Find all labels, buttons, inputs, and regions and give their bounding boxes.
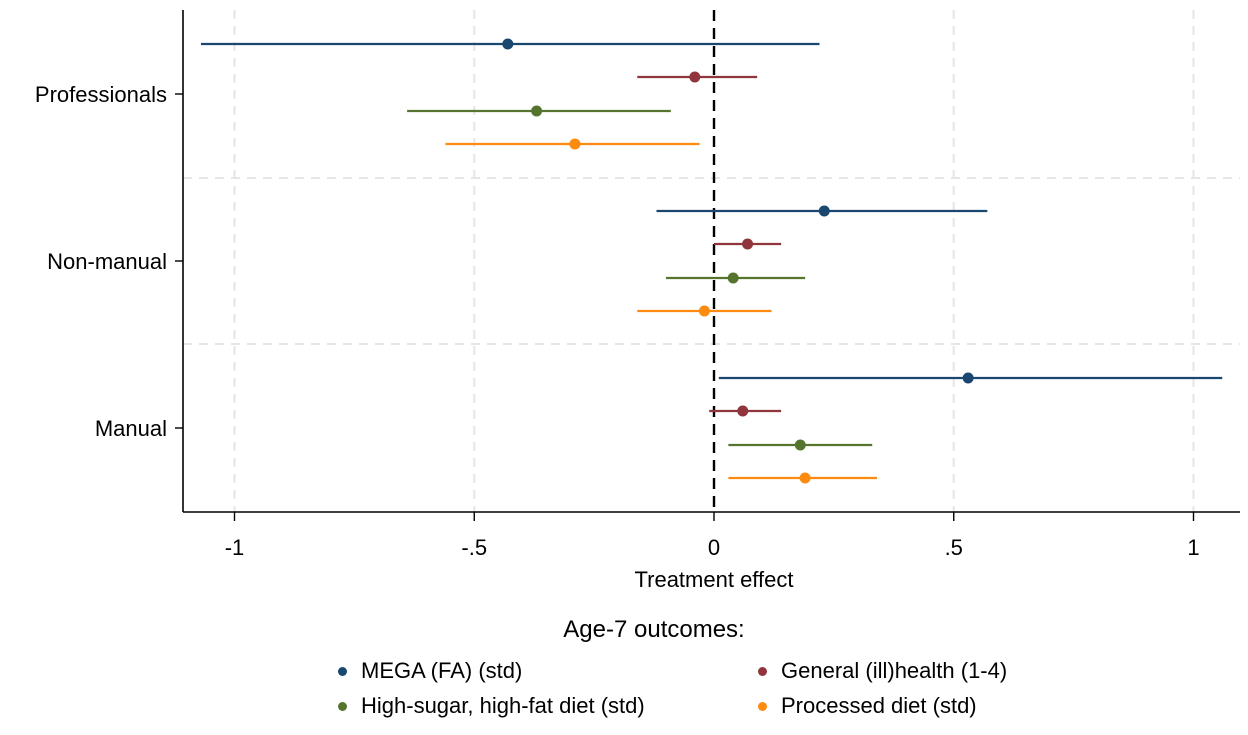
coefficient-plot: -1 -.5 0 .5 1 Professionals Non-manual Manual T…: [35, 10, 1240, 592]
point-estimate: [727, 272, 739, 284]
legend-item: Processed diet (std): [758, 693, 977, 719]
x-tick-label: -.5: [461, 535, 487, 560]
point-estimate: [737, 405, 749, 417]
point-estimate: [799, 472, 811, 484]
point-estimate: [742, 238, 754, 250]
legend: Age-7 outcomes: MEGA (FA) (std) General (…: [0, 616, 1248, 718]
point-estimate: [818, 205, 830, 217]
legend-marker-icon: [338, 666, 347, 676]
y-tick-label: Non-manual: [47, 249, 167, 274]
legend-marker-icon: [338, 701, 347, 711]
grid-layer: [183, 10, 1240, 512]
legend-label: MEGA (FA) (std): [361, 658, 523, 683]
y-tick-label: Manual: [95, 416, 167, 441]
x-tick-label: .5: [945, 535, 963, 560]
legend-title: Age-7 outcomes:: [563, 616, 745, 643]
point-estimate: [962, 372, 974, 384]
legend-label: High-sugar, high-fat diet (std): [361, 693, 645, 718]
legend-label: Processed diet (std): [781, 693, 977, 718]
series-3: [445, 138, 878, 484]
x-axis-title: Treatment effect: [635, 567, 794, 592]
point-estimate: [794, 439, 806, 451]
legend-item: High-sugar, high-fat diet (std): [338, 693, 645, 719]
point-estimate: [698, 305, 710, 317]
x-tick-label: 1: [1187, 535, 1199, 560]
legend-marker-icon: [758, 666, 767, 676]
legend-item: General (ill)health (1-4): [758, 658, 1007, 684]
x-tick-label: -1: [225, 535, 245, 560]
legend-label: General (ill)health (1-4): [781, 658, 1008, 683]
axes-layer: -1 -.5 0 .5 1 Professionals Non-manual Manual: [35, 10, 1240, 560]
marks-layer: [200, 10, 1223, 512]
series-2: [407, 105, 873, 451]
point-estimate: [569, 138, 581, 150]
point-estimate: [531, 105, 543, 117]
point-estimate: [502, 38, 514, 50]
series-1: [637, 71, 782, 417]
series-0: [200, 38, 1223, 384]
legend-item: MEGA (FA) (std): [338, 658, 522, 684]
y-tick-label: Professionals: [35, 82, 167, 107]
legend-marker-icon: [758, 701, 767, 711]
point-estimate: [689, 71, 701, 83]
x-tick-label: 0: [708, 535, 720, 560]
